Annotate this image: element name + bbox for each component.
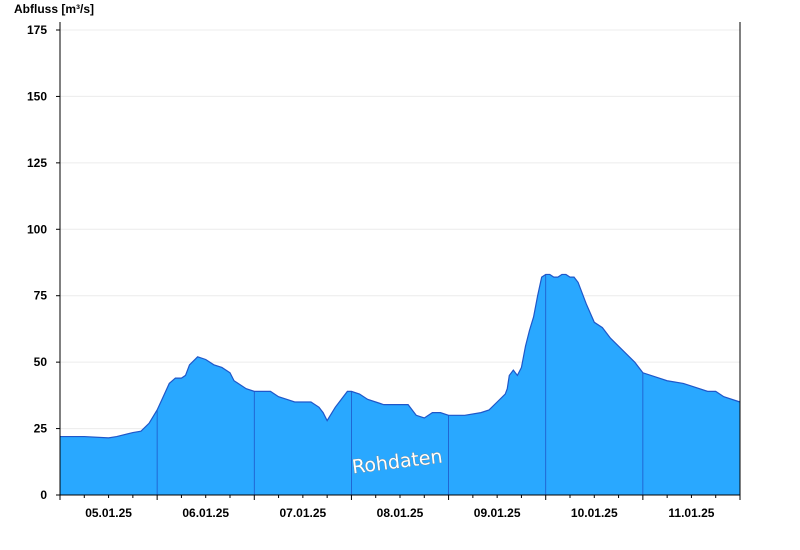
x-tick-label-3: 07.01.25 <box>279 506 326 520</box>
y-axis-title: Abfluss [m³/s] <box>14 2 94 16</box>
y-tick-label-100: 100 <box>27 222 47 236</box>
x-tick-label-5: 09.01.25 <box>474 506 521 520</box>
y-tick-label-75: 75 <box>34 289 48 303</box>
y-tick-label-0: 0 <box>40 488 47 502</box>
discharge-area-fill <box>60 274 740 495</box>
y-tick-label-150: 150 <box>27 89 47 103</box>
y-tick-label-175: 175 <box>27 23 47 37</box>
x-tick-label-1: 05.01.25 <box>85 506 132 520</box>
x-tick-label-6: 10.01.25 <box>571 506 618 520</box>
y-tick-label-25: 25 <box>34 422 48 436</box>
discharge-line <box>60 273 741 439</box>
gridlines <box>60 29 740 430</box>
x-tick-label-2: 06.01.25 <box>182 506 229 520</box>
y-tick-label-125: 125 <box>27 156 47 170</box>
discharge-area-series <box>60 273 741 495</box>
day-separator-lines <box>156 274 644 495</box>
x-tick-label-4: 08.01.25 <box>377 506 424 520</box>
x-tick-label-7: 11.01.25 <box>668 506 714 520</box>
y-ticks: 0 25 50 75 100 125 150 175 <box>27 23 60 502</box>
y-tick-label-50: 50 <box>34 355 48 369</box>
x-ticks: 05.01.25 06.01.25 07.01.25 08.01.25 09.01.25… <box>59 495 741 520</box>
